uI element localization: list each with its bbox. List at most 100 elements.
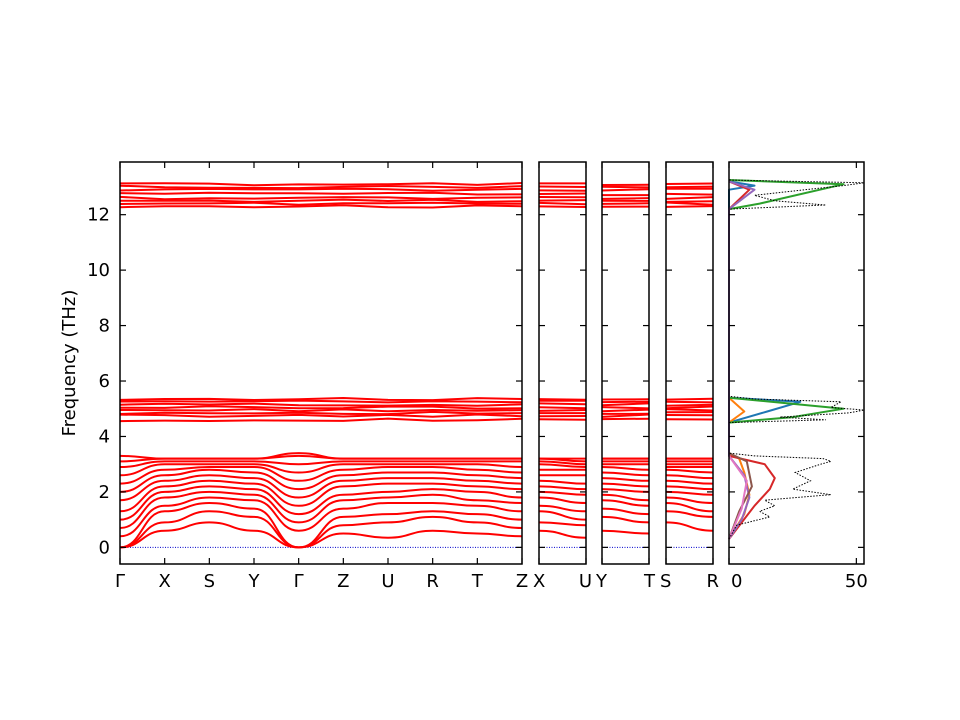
phonon-band-line (119, 182, 523, 187)
phonon-band-line (665, 400, 714, 404)
phonon-band-line (538, 192, 587, 195)
y-tick-label: 0 (99, 537, 110, 558)
phonon-band-line (119, 405, 523, 410)
phonon-band-line (538, 406, 587, 410)
panel-frames-layer (119, 161, 865, 565)
phonon-band-line (538, 504, 587, 513)
phonon-band-line (538, 398, 587, 401)
phonon-band-line (119, 474, 523, 502)
dos-curves-layer (728, 179, 865, 540)
phonon-band-line (538, 409, 587, 412)
phonon-band-line (538, 521, 587, 527)
phonon-band-line (665, 196, 714, 200)
phonon-band-line (665, 200, 714, 203)
k-point-label: X (533, 571, 545, 592)
phonon-band-line (665, 397, 714, 401)
k-point-label: Y (595, 571, 608, 592)
phonon-band-line (119, 501, 523, 549)
phonon-band-line (119, 510, 523, 549)
phonon-band-line (119, 187, 523, 192)
phonon-band-line (538, 205, 587, 208)
phonon-band-line (119, 402, 523, 407)
phonon-band-line (601, 477, 650, 482)
k-point-label: S (660, 571, 671, 592)
k-point-label: X (158, 571, 170, 592)
phonon-band-line (665, 521, 714, 532)
y-tick-label: 4 (99, 426, 110, 447)
k-point-label: Γ (294, 571, 304, 592)
phonon-band-line (665, 485, 714, 491)
phonon-band-line (538, 496, 587, 504)
phonon-band-line (119, 452, 522, 460)
y-tick-label: 8 (99, 316, 110, 337)
phonon-band-line (601, 185, 650, 189)
phonon-band-line (119, 195, 523, 201)
phonon-band-line (601, 202, 650, 205)
phonon-band-line (665, 192, 714, 196)
phonon-band-line (665, 408, 714, 412)
band-panel-frame (601, 161, 650, 565)
total-dos-curve (728, 179, 865, 540)
phonon-band-line (665, 182, 714, 185)
phonon-band-line (601, 499, 650, 507)
phonon-band-line (119, 198, 523, 203)
phonon-band-line (119, 490, 523, 529)
k-point-label: U (579, 571, 592, 592)
phonon-band-line (119, 201, 523, 206)
phonon-band-line (665, 490, 714, 496)
phonon-band-line (538, 490, 587, 496)
band-panel-frame (119, 161, 523, 565)
dos-panel-frame (728, 161, 865, 565)
phonon-band-line (119, 204, 523, 209)
phonon-band-line (665, 205, 714, 208)
partial-dos-curve (728, 180, 802, 424)
band-panel-frame (665, 161, 714, 565)
phonon-band-line (119, 466, 523, 485)
phonon-band-line (538, 185, 587, 188)
phonon-band-line (601, 466, 650, 471)
phonon-band-line (538, 479, 587, 485)
dos-x-tick-label: 0 (731, 571, 742, 592)
y-tick-label: 6 (99, 371, 110, 392)
phonon-band-line (601, 482, 650, 488)
phonon-band-line (601, 413, 650, 418)
phonon-band-line (601, 408, 650, 413)
k-point-label: Y (248, 571, 261, 592)
y-tick-label: 2 (99, 482, 110, 503)
band-panel-frame (538, 161, 587, 565)
phonon-band-line (119, 417, 523, 423)
y-tick-label: 10 (87, 260, 110, 281)
phonon-band-line (119, 463, 523, 477)
k-point-label: Z (516, 571, 528, 592)
phonon-band-line (665, 403, 714, 407)
k-point-label: Z (337, 571, 349, 592)
phonon-band-line (119, 408, 523, 413)
phonon-band-line (665, 474, 714, 480)
phonon-band-line (538, 460, 587, 466)
phonon-band-line (665, 185, 714, 189)
phonon-band-line (119, 410, 523, 416)
phonon-band-line (119, 468, 523, 493)
tick-marks-layer (119, 162, 864, 564)
phonon-band-line (538, 510, 587, 521)
y-tick-label: 12 (87, 205, 110, 226)
phonon-band-line (119, 479, 523, 513)
phonon-band-line (119, 184, 523, 190)
k-point-label: T (471, 571, 484, 592)
y-axis-label: Frequency (THz) (59, 290, 80, 437)
phonon-band-line (538, 199, 587, 202)
k-point-label: S (204, 571, 215, 592)
phonon-band-line (119, 496, 523, 538)
phonon-band-line (601, 488, 650, 493)
phonon-band-line (119, 413, 523, 418)
phonon-band-line (538, 529, 587, 539)
phonon-band-line (119, 191, 523, 196)
phonon-band-line (601, 529, 650, 535)
phonon-band-line (119, 397, 523, 402)
partial-dos-curve (728, 180, 776, 540)
partial-dos-curve (728, 455, 748, 540)
phonon-band-line (665, 510, 714, 518)
phonon-band-line (665, 405, 714, 410)
phonon-band-line (601, 515, 650, 524)
